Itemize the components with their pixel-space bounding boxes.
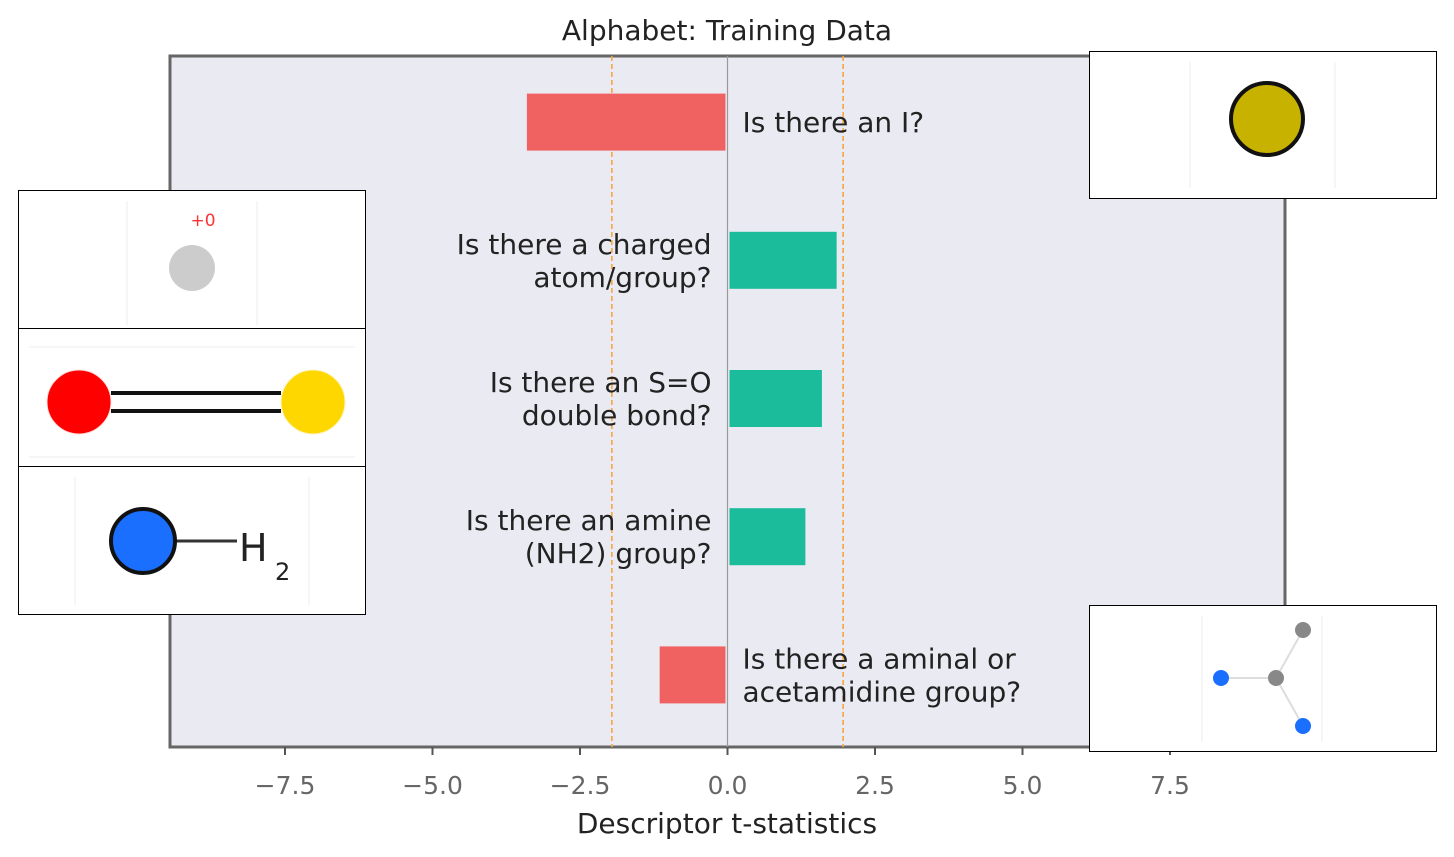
bar-label: Is there an amine (NH2) group? — [466, 504, 712, 570]
bar — [729, 231, 837, 289]
x-tick-label: 0.0 — [708, 771, 748, 800]
charged-atom-inset: +0 — [18, 190, 366, 330]
iodine-atom-inset — [1089, 51, 1437, 199]
so-double-bond-inset — [18, 328, 366, 468]
x-tick-label: 2.5 — [855, 771, 895, 800]
double-bond-icon — [29, 346, 355, 458]
x-tick-label: −2.5 — [550, 771, 611, 800]
hydrogen-subscript: 2 — [275, 558, 290, 586]
x-axis-ticks: −7.5 −5.0 −2.5 0.0 2.5 5.0 7.5 — [255, 747, 1190, 800]
hydrogen-label: H — [239, 526, 268, 570]
bar-label: Is there a charged atom/group? — [457, 228, 712, 294]
x-tick-label: −7.5 — [255, 771, 316, 800]
bar-label: Is there an S=O double bond? — [490, 366, 712, 432]
bar — [729, 370, 822, 427]
bars — [526, 93, 837, 704]
charge-label: +0 — [190, 211, 215, 231]
amine-group-icon: H 2 — [74, 477, 310, 605]
bar-labels: Is there an I? Is there a charged atom/gro… — [457, 106, 1021, 708]
bar — [526, 93, 726, 151]
iodine-atom-icon — [1189, 62, 1336, 188]
aminal-group-inset — [1089, 605, 1437, 752]
x-tick-label: 5.0 — [1003, 771, 1043, 800]
x-axis-label: Descriptor t-statistics — [577, 807, 877, 840]
aminal-group-icon — [1201, 616, 1323, 742]
x-tick-label: −5.0 — [402, 771, 463, 800]
charged-atom-icon: +0 — [126, 201, 258, 325]
bar — [659, 646, 726, 704]
bar — [729, 508, 806, 566]
amine-group-inset: H 2 — [18, 466, 366, 615]
x-tick-label: 7.5 — [1150, 771, 1190, 800]
bar-label: Is there an I? — [743, 106, 925, 139]
significance-lines — [611, 56, 844, 747]
chart-title: Alphabet: Training Data — [562, 14, 892, 47]
bar-label: Is there a aminal or acetamidine group? — [743, 642, 1022, 708]
